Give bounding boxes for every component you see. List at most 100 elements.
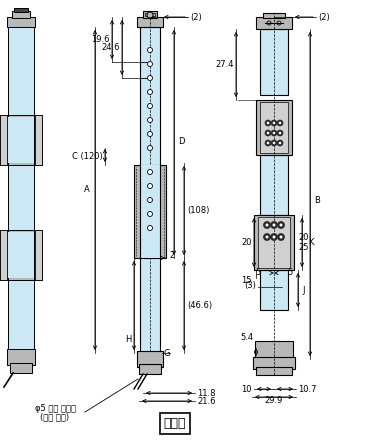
Bar <box>143 11 157 18</box>
Circle shape <box>267 132 269 134</box>
Circle shape <box>147 12 153 18</box>
Text: 10: 10 <box>242 385 252 393</box>
Bar <box>137 351 163 367</box>
Bar <box>260 270 288 310</box>
Circle shape <box>263 221 271 228</box>
Bar <box>256 100 292 155</box>
Text: (46.6): (46.6) <box>187 301 212 310</box>
Bar <box>260 155 288 215</box>
Circle shape <box>280 224 282 227</box>
Circle shape <box>147 62 152 66</box>
Bar <box>260 102 288 153</box>
Text: 25: 25 <box>298 243 309 252</box>
Bar <box>7 17 35 27</box>
Bar <box>254 215 294 270</box>
Text: (3): (3) <box>244 281 256 290</box>
Text: φ5 회색 케이블: φ5 회색 케이블 <box>35 403 76 413</box>
Bar <box>134 165 166 258</box>
Text: 2: 2 <box>170 250 175 260</box>
Circle shape <box>147 132 152 136</box>
Circle shape <box>277 221 285 228</box>
Circle shape <box>271 234 277 241</box>
Circle shape <box>273 142 275 144</box>
Circle shape <box>272 235 276 238</box>
Circle shape <box>266 235 269 238</box>
Text: 29.9: 29.9 <box>265 396 283 404</box>
Bar <box>8 27 34 353</box>
Text: G: G <box>164 348 171 357</box>
Circle shape <box>273 122 275 125</box>
Circle shape <box>147 212 152 216</box>
Circle shape <box>271 120 277 126</box>
Bar <box>0 230 7 280</box>
Bar <box>12 11 30 18</box>
Bar <box>260 29 288 95</box>
Text: C (120): C (120) <box>72 152 103 161</box>
Text: 21.6: 21.6 <box>197 396 215 406</box>
Text: 10.7: 10.7 <box>298 385 317 393</box>
Text: 5.4: 5.4 <box>241 333 254 341</box>
Text: 19.6: 19.6 <box>92 35 110 44</box>
Bar <box>10 363 32 373</box>
Circle shape <box>147 48 152 52</box>
Text: 27.4: 27.4 <box>215 60 234 69</box>
Circle shape <box>147 117 152 122</box>
Circle shape <box>277 130 283 136</box>
Bar <box>35 115 42 165</box>
Circle shape <box>277 21 281 25</box>
Text: 20: 20 <box>298 233 309 242</box>
Text: 15: 15 <box>242 275 252 285</box>
Bar <box>0 115 42 165</box>
Bar <box>255 341 293 359</box>
Bar <box>7 349 35 365</box>
Bar <box>256 367 292 375</box>
Text: 수광기: 수광기 <box>164 417 186 430</box>
Circle shape <box>271 140 277 146</box>
Text: (2): (2) <box>318 12 330 22</box>
Bar <box>253 357 295 369</box>
Circle shape <box>263 234 271 241</box>
Circle shape <box>279 122 281 125</box>
Text: J: J <box>302 286 304 294</box>
Text: H: H <box>126 334 132 344</box>
Bar <box>140 165 160 258</box>
Circle shape <box>265 130 271 136</box>
Circle shape <box>265 140 271 146</box>
Bar <box>0 115 7 165</box>
Circle shape <box>272 224 276 227</box>
Bar <box>137 17 163 27</box>
Circle shape <box>279 132 281 134</box>
Text: 24.6: 24.6 <box>101 43 120 52</box>
Circle shape <box>147 103 152 109</box>
Text: 5: 5 <box>287 268 292 276</box>
Text: (2): (2) <box>190 12 202 22</box>
Circle shape <box>147 183 152 188</box>
Circle shape <box>279 142 281 144</box>
Circle shape <box>277 140 283 146</box>
Circle shape <box>267 21 271 25</box>
Text: B: B <box>314 195 320 205</box>
Bar <box>35 230 42 280</box>
Bar <box>140 27 160 353</box>
Bar <box>8 232 34 278</box>
Text: A: A <box>84 184 90 194</box>
Text: 11.8: 11.8 <box>197 389 215 397</box>
Circle shape <box>280 235 282 238</box>
Circle shape <box>147 225 152 231</box>
Bar <box>8 117 34 163</box>
Text: D: D <box>178 137 185 146</box>
Bar <box>145 13 155 16</box>
Bar <box>258 217 290 268</box>
Text: 5: 5 <box>256 268 261 276</box>
Circle shape <box>266 224 269 227</box>
Circle shape <box>277 234 285 241</box>
Circle shape <box>147 146 152 150</box>
Bar <box>139 364 161 374</box>
Circle shape <box>147 89 152 95</box>
Circle shape <box>273 132 275 134</box>
Circle shape <box>267 142 269 144</box>
Circle shape <box>277 120 283 126</box>
Bar <box>14 8 28 12</box>
Circle shape <box>267 122 269 125</box>
Bar <box>0 230 42 280</box>
